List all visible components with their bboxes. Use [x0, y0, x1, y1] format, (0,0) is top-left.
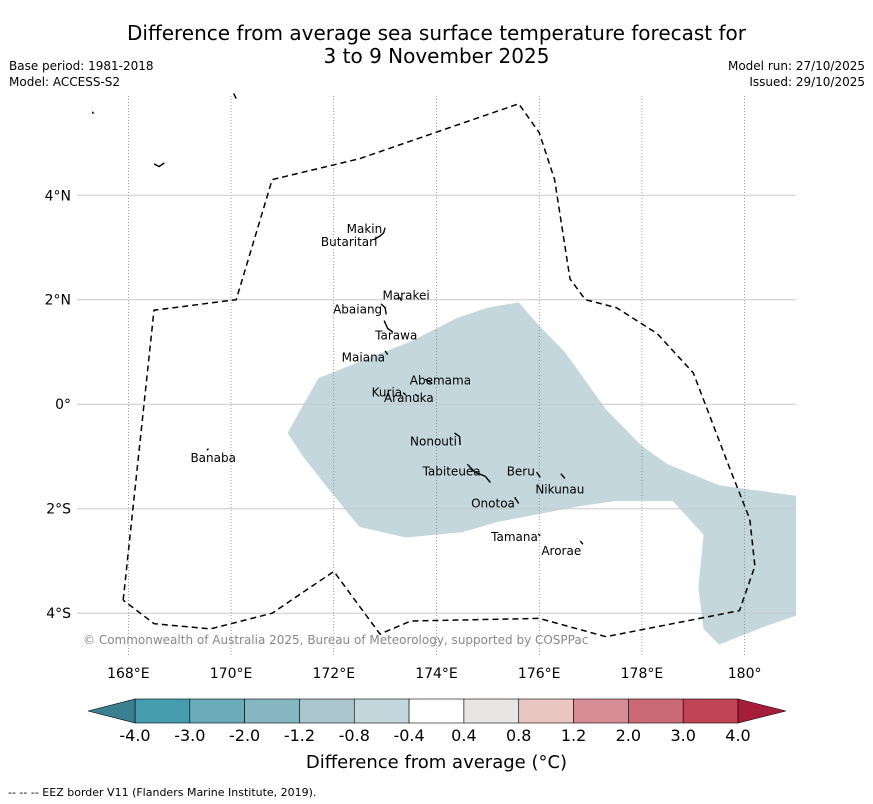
- colorbar-segment: [353, 698, 410, 724]
- base-period: Base period: 1981-2018: [9, 59, 154, 73]
- colorbar: -4.0 -3.0 -2.0 -1.2 -0.8 -0.4 0.4 0.8 1.2 2.0 3.0 4…: [87, 698, 787, 745]
- island-label-onotoa: Onotoa: [471, 496, 515, 510]
- colorbar-over-arrow: [737, 698, 787, 724]
- coastline: [466, 463, 491, 484]
- coastline-layer: [91, 93, 584, 545]
- island-label-nonouti: Nonouti: [410, 435, 457, 449]
- colorbar-segment: [463, 698, 520, 724]
- graticule: [77, 96, 796, 655]
- island-label-butaritari: Butaritari: [321, 235, 378, 249]
- coastline: [91, 111, 95, 115]
- island-label-kuria: Kuria: [372, 386, 403, 400]
- coastline: [383, 320, 394, 333]
- colorbar-tick-label: -0.8: [339, 726, 370, 745]
- coastline: [206, 448, 209, 451]
- coastline: [232, 93, 237, 99]
- coastline: [153, 162, 165, 168]
- island-label-abaiang: Abaiang: [333, 303, 382, 317]
- colorbar-segment: [628, 698, 684, 724]
- island-label-aranuka: Aranuka: [384, 391, 434, 405]
- coastline: [414, 393, 419, 398]
- colorbar-segment: [518, 698, 574, 724]
- island-label-arorae: Arorae: [541, 544, 581, 558]
- copyright-notice: © Commonwealth of Australia 2025, Bureau…: [83, 633, 588, 647]
- x-tick-label: 176°E: [518, 666, 561, 682]
- x-tick-label: 178°E: [621, 666, 664, 682]
- x-tick-label: 168°E: [107, 666, 150, 682]
- coastline: [373, 227, 386, 241]
- model-name: Model: ACCESS-S2: [9, 75, 121, 89]
- x-tick-label: 172°E: [312, 666, 355, 682]
- coastline: [514, 496, 520, 504]
- x-tick-label: 180°: [728, 666, 762, 682]
- colorbar-segment: [573, 698, 629, 724]
- eez-border: [122, 102, 756, 638]
- title-line-2: 3 to 9 November 2025: [323, 44, 550, 68]
- model-run: Model run: 27/10/2025: [727, 59, 865, 73]
- y-tick-label: 2°S: [46, 502, 71, 518]
- coastline: [384, 350, 389, 356]
- coastline: [537, 533, 541, 537]
- coastline: [579, 540, 584, 545]
- island-label-makin: Makin: [347, 222, 383, 236]
- colorbar-segment: [189, 698, 245, 724]
- issued-date: Issued: 29/10/2025: [749, 75, 865, 89]
- coastline: [424, 378, 433, 384]
- island-label-beru: Beru: [507, 465, 535, 479]
- colorbar-tick-label: 3.0: [670, 726, 695, 745]
- colorbar-segment: [244, 698, 300, 724]
- x-tick-label: 174°E: [415, 666, 458, 682]
- axis-tick-labels: 168°E 170°E 172°E 174°E 176°E 178°E 180° 4°N 2°N…: [45, 188, 762, 682]
- eez-border-layer: [122, 102, 756, 638]
- island-label-marakei: Marakei: [383, 289, 430, 303]
- colorbar-boxes: [87, 698, 787, 724]
- coastline: [560, 473, 566, 479]
- colorbar-tick-label: 2.0: [616, 726, 641, 745]
- meta-right: Model run: 27/10/2025 Issued: 29/10/2025: [728, 58, 865, 90]
- sst-anomaly-region: [287, 302, 796, 645]
- colorbar-tick-label: -3.0: [174, 726, 205, 745]
- island-label-abemama: Abemama: [410, 374, 471, 388]
- y-tick-label: 4°N: [45, 188, 71, 204]
- colorbar-tick-labels: -4.0 -3.0 -2.0 -1.2 -0.8 -0.4 0.4 0.8 1.2 2.0 3.0 4…: [119, 726, 750, 745]
- y-tick-label: 2°N: [45, 293, 71, 309]
- footnote: -- -- -- EEZ border V11 (Flanders Marine…: [8, 786, 317, 799]
- y-tick-label: 4°S: [46, 606, 71, 622]
- island-label-tarawa: Tarawa: [374, 329, 417, 343]
- coastline: [402, 392, 407, 396]
- colorbar-tick-label: 0.4: [451, 726, 476, 745]
- colorbar-segment: [682, 698, 739, 724]
- colorbar-tick-label: -2.0: [229, 726, 260, 745]
- colorbar-tick-label: 0.8: [506, 726, 531, 745]
- colorbar-tick-label: -0.4: [393, 726, 424, 745]
- island-label-nikunau: Nikunau: [535, 482, 584, 496]
- colorbar-segment: [134, 698, 191, 724]
- meta-left: Base period: 1981-2018 Model: ACCESS-S2: [9, 58, 154, 90]
- colorbar-segment: [299, 698, 355, 724]
- coastline: [536, 471, 541, 478]
- coastline: [380, 303, 387, 315]
- x-tick-label: 170°E: [210, 666, 253, 682]
- colorbar-under-arrow: [87, 698, 136, 724]
- y-tick-label: 0°: [55, 397, 71, 413]
- island-label-maiana: Maiana: [342, 351, 385, 365]
- colorbar-tick-label: 4.0: [725, 726, 750, 745]
- island-label-tabiteuea: Tabiteuea: [422, 465, 481, 479]
- island-label-banaba: Banaba: [190, 451, 236, 465]
- coastline: [454, 432, 461, 446]
- coastline: [398, 296, 403, 302]
- chart-title: Difference from average sea surface temp…: [0, 22, 873, 68]
- colorbar-tick-label: -1.2: [284, 726, 315, 745]
- island-label-tamana: Tamana: [490, 530, 538, 544]
- colorbar-label: Difference from average (°C): [305, 752, 568, 773]
- colorbar-segment: [408, 698, 465, 724]
- colorbar-tick-label: -4.0: [119, 726, 150, 745]
- colorbar-tick-label: 1.2: [561, 726, 586, 745]
- title-line-1: Difference from average sea surface temp…: [126, 21, 746, 45]
- sst-anomaly-layer: [287, 302, 796, 645]
